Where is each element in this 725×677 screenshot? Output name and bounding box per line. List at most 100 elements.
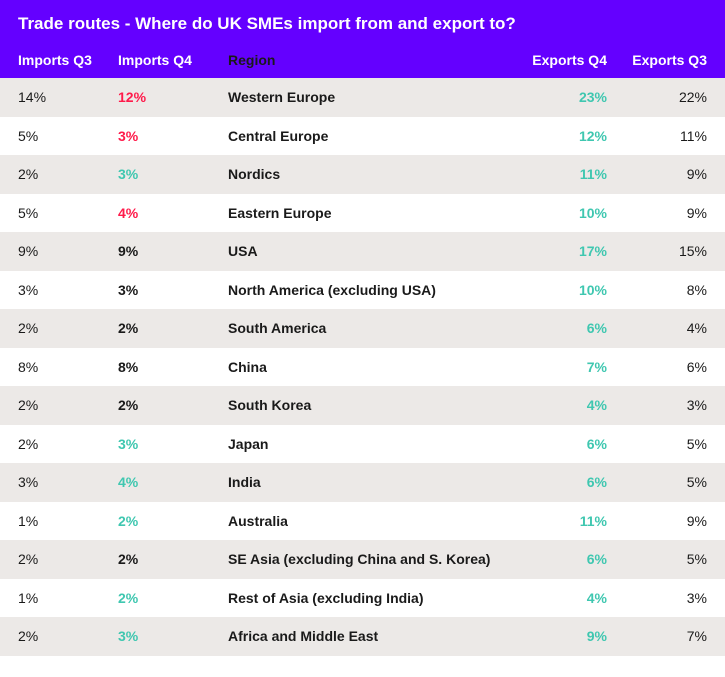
cell-imports-q4: 3% — [118, 282, 228, 298]
cell-imports-q4: 9% — [118, 243, 228, 259]
cell-region: Central Europe — [228, 128, 507, 144]
cell-region: India — [228, 474, 507, 490]
table-row: 8%8%China7%6% — [0, 348, 725, 387]
cell-exports-q4: 10% — [507, 282, 607, 298]
cell-region: South Korea — [228, 397, 507, 413]
cell-imports-q4: 4% — [118, 205, 228, 221]
table-header: Trade routes - Where do UK SMEs import f… — [0, 0, 725, 78]
col-exports-q3: Exports Q3 — [607, 52, 707, 68]
cell-imports-q3: 2% — [18, 320, 118, 336]
cell-region: USA — [228, 243, 507, 259]
cell-imports-q3: 8% — [18, 359, 118, 375]
cell-exports-q4: 7% — [507, 359, 607, 375]
cell-exports-q3: 9% — [607, 513, 707, 529]
cell-exports-q3: 7% — [607, 628, 707, 644]
cell-imports-q3: 1% — [18, 590, 118, 606]
cell-imports-q4: 12% — [118, 89, 228, 105]
table-row: 2%2%South America6%4% — [0, 309, 725, 348]
cell-exports-q4: 12% — [507, 128, 607, 144]
cell-region: South America — [228, 320, 507, 336]
cell-exports-q4: 9% — [507, 628, 607, 644]
cell-imports-q3: 3% — [18, 282, 118, 298]
cell-imports-q3: 2% — [18, 397, 118, 413]
cell-exports-q4: 6% — [507, 436, 607, 452]
cell-exports-q4: 6% — [507, 320, 607, 336]
cell-exports-q3: 5% — [607, 551, 707, 567]
col-imports-q4: Imports Q4 — [118, 52, 228, 68]
cell-region: China — [228, 359, 507, 375]
column-headers: Imports Q3 Imports Q4 Region Exports Q4 … — [18, 52, 707, 68]
col-region: Region — [228, 52, 507, 68]
cell-region: Western Europe — [228, 89, 507, 105]
cell-imports-q3: 2% — [18, 166, 118, 182]
table-row: 9%9%USA17%15% — [0, 232, 725, 271]
table-row: 1%2%Rest of Asia (excluding India)4%3% — [0, 579, 725, 618]
cell-imports-q4: 3% — [118, 128, 228, 144]
cell-imports-q4: 2% — [118, 551, 228, 567]
cell-imports-q4: 3% — [118, 628, 228, 644]
col-exports-q4: Exports Q4 — [507, 52, 607, 68]
cell-region: Nordics — [228, 166, 507, 182]
cell-imports-q3: 14% — [18, 89, 118, 105]
table-row: 2%3%Japan6%5% — [0, 425, 725, 464]
cell-region: Japan — [228, 436, 507, 452]
cell-exports-q3: 15% — [607, 243, 707, 259]
cell-exports-q4: 11% — [507, 166, 607, 182]
cell-imports-q4: 8% — [118, 359, 228, 375]
cell-exports-q3: 3% — [607, 397, 707, 413]
table-row: 5%4%Eastern Europe10%9% — [0, 194, 725, 233]
cell-imports-q4: 4% — [118, 474, 228, 490]
cell-imports-q4: 3% — [118, 166, 228, 182]
cell-imports-q3: 5% — [18, 205, 118, 221]
table-body: 14%12%Western Europe23%22%5%3%Central Eu… — [0, 78, 725, 656]
table-row: 2%2%South Korea4%3% — [0, 386, 725, 425]
cell-exports-q3: 3% — [607, 590, 707, 606]
cell-exports-q4: 17% — [507, 243, 607, 259]
cell-exports-q3: 5% — [607, 436, 707, 452]
cell-region: North America (excluding USA) — [228, 282, 507, 298]
cell-imports-q3: 2% — [18, 436, 118, 452]
cell-exports-q3: 5% — [607, 474, 707, 490]
cell-imports-q4: 2% — [118, 590, 228, 606]
cell-exports-q4: 10% — [507, 205, 607, 221]
cell-imports-q4: 3% — [118, 436, 228, 452]
cell-exports-q4: 11% — [507, 513, 607, 529]
cell-imports-q3: 9% — [18, 243, 118, 259]
cell-imports-q3: 2% — [18, 551, 118, 567]
cell-exports-q3: 9% — [607, 205, 707, 221]
cell-region: Australia — [228, 513, 507, 529]
cell-region: Africa and Middle East — [228, 628, 507, 644]
cell-imports-q4: 2% — [118, 320, 228, 336]
cell-imports-q4: 2% — [118, 513, 228, 529]
cell-exports-q3: 4% — [607, 320, 707, 336]
cell-exports-q3: 8% — [607, 282, 707, 298]
cell-region: Rest of Asia (excluding India) — [228, 590, 507, 606]
cell-exports-q4: 6% — [507, 551, 607, 567]
cell-imports-q4: 2% — [118, 397, 228, 413]
table-row: 2%3%Nordics11%9% — [0, 155, 725, 194]
cell-exports-q3: 6% — [607, 359, 707, 375]
cell-imports-q3: 1% — [18, 513, 118, 529]
cell-exports-q3: 22% — [607, 89, 707, 105]
trade-routes-table: Trade routes - Where do UK SMEs import f… — [0, 0, 725, 656]
table-row: 3%3%North America (excluding USA)10%8% — [0, 271, 725, 310]
cell-region: SE Asia (excluding China and S. Korea) — [228, 551, 507, 567]
cell-exports-q4: 4% — [507, 397, 607, 413]
table-row: 2%2%SE Asia (excluding China and S. Kore… — [0, 540, 725, 579]
col-imports-q3: Imports Q3 — [18, 52, 118, 68]
cell-region: Eastern Europe — [228, 205, 507, 221]
table-row: 2%3%Africa and Middle East9%7% — [0, 617, 725, 656]
cell-imports-q3: 5% — [18, 128, 118, 144]
cell-exports-q3: 11% — [607, 128, 707, 144]
cell-exports-q4: 4% — [507, 590, 607, 606]
table-row: 14%12%Western Europe23%22% — [0, 78, 725, 117]
cell-imports-q3: 2% — [18, 628, 118, 644]
table-row: 3%4%India6%5% — [0, 463, 725, 502]
cell-imports-q3: 3% — [18, 474, 118, 490]
cell-exports-q4: 23% — [507, 89, 607, 105]
table-row: 5%3%Central Europe12%11% — [0, 117, 725, 156]
table-title: Trade routes - Where do UK SMEs import f… — [18, 14, 707, 34]
cell-exports-q4: 6% — [507, 474, 607, 490]
cell-exports-q3: 9% — [607, 166, 707, 182]
table-row: 1%2%Australia11%9% — [0, 502, 725, 541]
